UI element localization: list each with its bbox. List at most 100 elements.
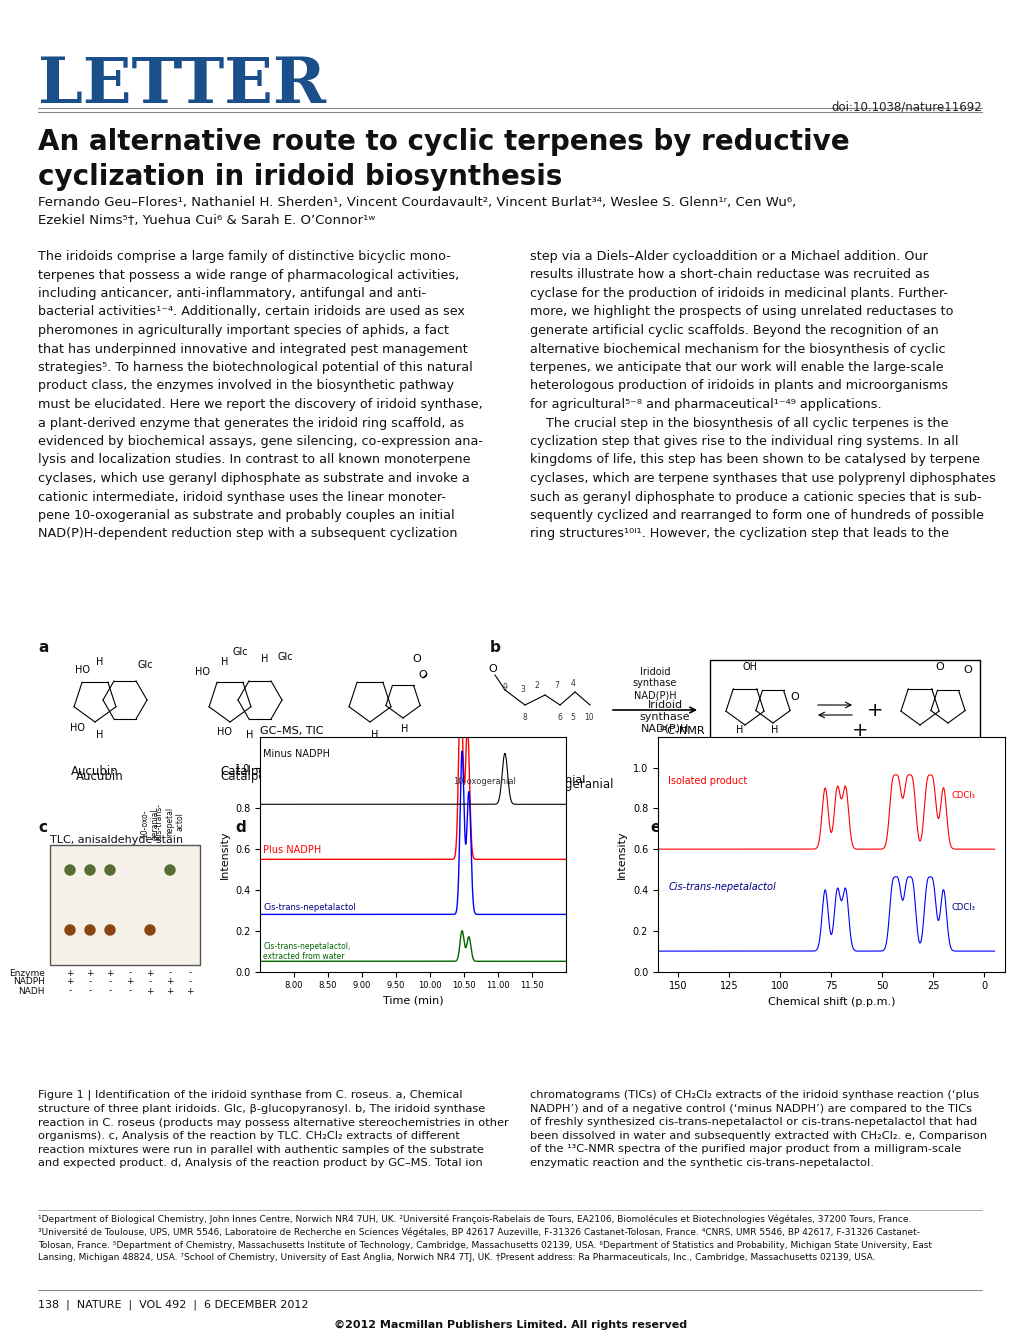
Text: Plus NADPH: Plus NADPH — [263, 846, 321, 855]
Text: chromatograms (TICs) of CH₂Cl₂ extracts of the iridoid synthase reaction (‘plus
: chromatograms (TICs) of CH₂Cl₂ extracts … — [530, 1089, 986, 1168]
Text: Minus NADPH: Minus NADPH — [263, 749, 330, 760]
Text: 7: 7 — [554, 682, 558, 690]
Text: HO: HO — [217, 728, 232, 737]
Text: H: H — [246, 730, 254, 740]
X-axis label: Chemical shift (p.p.m.): Chemical shift (p.p.m.) — [767, 997, 895, 1006]
Text: d: d — [234, 820, 246, 835]
Text: ¹Department of Biological Chemistry, John Innes Centre, Norwich NR4 7UH, UK. ²Un: ¹Department of Biological Chemistry, Joh… — [38, 1215, 931, 1262]
Text: Cis-trans-: Cis-trans- — [904, 770, 954, 780]
Text: a: a — [38, 641, 48, 655]
Circle shape — [105, 925, 115, 935]
Text: Cis-trans-
nepetalactol: Cis-trans- nepetalactol — [722, 779, 796, 805]
Text: 4: 4 — [570, 679, 575, 689]
Bar — [50, 846, 200, 965]
Text: An alternative route to cyclic terpenes by reductive
cyclization in iridoid bios: An alternative route to cyclic terpenes … — [38, 129, 849, 190]
Text: c: c — [38, 820, 47, 835]
Text: Cis-trans-: Cis-trans- — [730, 770, 780, 780]
Text: O: O — [934, 662, 944, 671]
Text: ¹³C-NMR: ¹³C-NMR — [657, 726, 704, 736]
Text: TLC, anisaldehyde stain: TLC, anisaldehyde stain — [50, 835, 183, 846]
Text: Cis-trans-
iridodials: Cis-trans- iridodials — [880, 779, 937, 805]
Text: -: - — [128, 969, 131, 977]
Text: +: + — [146, 969, 154, 977]
Text: CDCl₃: CDCl₃ — [951, 791, 975, 800]
Text: +: + — [66, 969, 73, 977]
Text: +: + — [866, 701, 882, 720]
Text: GC–MS, TIC: GC–MS, TIC — [260, 726, 323, 736]
Text: -: - — [189, 969, 192, 977]
Circle shape — [165, 866, 175, 875]
Text: +: + — [106, 969, 114, 977]
Text: step via a Diels–Alder cycloaddition or a Michael addition. Our
results illustra: step via a Diels–Alder cycloaddition or … — [530, 251, 995, 540]
Y-axis label: Intensity: Intensity — [616, 829, 627, 879]
Text: H: H — [261, 654, 268, 665]
Text: -: - — [189, 977, 192, 986]
Text: -: - — [89, 986, 92, 996]
Text: -: - — [108, 977, 111, 986]
Text: +: + — [87, 969, 94, 977]
Text: LETTER: LETTER — [38, 55, 326, 117]
Circle shape — [85, 866, 95, 875]
Text: OH: OH — [742, 662, 757, 671]
Text: Figure 1 | Identification of the iridoid synthase from C. roseus. a, Chemical
st: Figure 1 | Identification of the iridoid… — [38, 1089, 508, 1168]
Text: H: H — [736, 725, 743, 736]
Text: O: O — [413, 654, 421, 665]
Text: +: + — [166, 986, 173, 996]
Text: 10-oxogeranial: 10-oxogeranial — [525, 779, 613, 791]
X-axis label: Time (min): Time (min) — [382, 996, 443, 1006]
Text: 2: 2 — [534, 682, 539, 690]
Text: nepetalactone: nepetalactone — [337, 775, 422, 788]
Text: O: O — [963, 665, 971, 675]
Text: H: H — [371, 730, 378, 740]
Text: ©2012 Macmillan Publishers Limited. All rights reserved: ©2012 Macmillan Publishers Limited. All … — [334, 1320, 687, 1331]
Text: +: + — [126, 977, 133, 986]
Text: Glc: Glc — [232, 647, 248, 657]
Text: 10-oxogeranial: 10-oxogeranial — [502, 775, 586, 785]
Text: Glc: Glc — [277, 653, 292, 662]
Text: Cis-trans-nepetalactol: Cis-trans-nepetalactol — [667, 882, 775, 892]
Text: H: H — [221, 657, 228, 667]
Text: HO: HO — [70, 724, 85, 733]
Text: Fernando Geu–Flores¹, Nathaniel H. Sherden¹, Vincent Courdavault², Vincent Burla: Fernando Geu–Flores¹, Nathaniel H. Sherd… — [38, 196, 796, 226]
Text: iridodials: iridodials — [906, 760, 953, 770]
Text: 10-oxo-
geranial: 10-oxo- geranial — [141, 808, 160, 840]
Text: NADH: NADH — [18, 986, 45, 996]
Text: Enzyme: Enzyme — [9, 969, 45, 977]
Text: Iridoid
synthase
NAD(P)H: Iridoid synthase NAD(P)H — [639, 699, 690, 733]
Text: 10-oxogeranial: 10-oxogeranial — [452, 777, 516, 785]
Text: H: H — [400, 724, 409, 734]
Text: H: H — [96, 730, 104, 740]
Text: 138  |  NATURE  |  VOL 492  |  6 DECEMBER 2012: 138 | NATURE | VOL 492 | 6 DECEMBER 2012 — [38, 1300, 308, 1311]
Circle shape — [65, 925, 75, 935]
Text: +: + — [66, 977, 73, 986]
Text: HO: HO — [75, 665, 90, 675]
Text: Cis-trans-nepetalactol: Cis-trans-nepetalactol — [263, 903, 356, 913]
Text: H: H — [96, 657, 104, 667]
Text: -: - — [108, 986, 111, 996]
Text: doi:10.1038/nature11692: doi:10.1038/nature11692 — [830, 100, 981, 113]
Text: 6: 6 — [557, 713, 561, 722]
Text: -: - — [128, 986, 131, 996]
Text: O: O — [488, 665, 497, 674]
Text: NADPH: NADPH — [13, 977, 45, 986]
Text: nepetalactone: nepetalactone — [342, 744, 427, 757]
Text: CDCl₃: CDCl₃ — [951, 903, 975, 913]
Text: H: H — [770, 725, 777, 736]
Text: Isolated product: Isolated product — [667, 776, 747, 785]
Text: Aucubin: Aucubin — [71, 765, 119, 779]
Text: -: - — [89, 977, 92, 986]
Text: -: - — [168, 969, 171, 977]
Circle shape — [145, 925, 155, 935]
Circle shape — [65, 866, 75, 875]
Text: Catalpol: Catalpol — [220, 765, 269, 779]
Text: Cis-trans-: Cis-trans- — [357, 754, 413, 768]
Circle shape — [105, 866, 115, 875]
Text: e: e — [649, 820, 659, 835]
Text: +: + — [146, 986, 154, 996]
Text: Cis-trans-: Cis-trans- — [352, 760, 408, 773]
Text: 5: 5 — [570, 713, 575, 722]
Text: +: + — [186, 986, 194, 996]
Text: The iridoids comprise a large family of distinctive bicyclic mono-
terpenes that: The iridoids comprise a large family of … — [38, 251, 483, 540]
Text: Aucubin: Aucubin — [76, 770, 123, 783]
Text: Iridoid
synthase
NAD(P)H: Iridoid synthase NAD(P)H — [632, 667, 677, 699]
